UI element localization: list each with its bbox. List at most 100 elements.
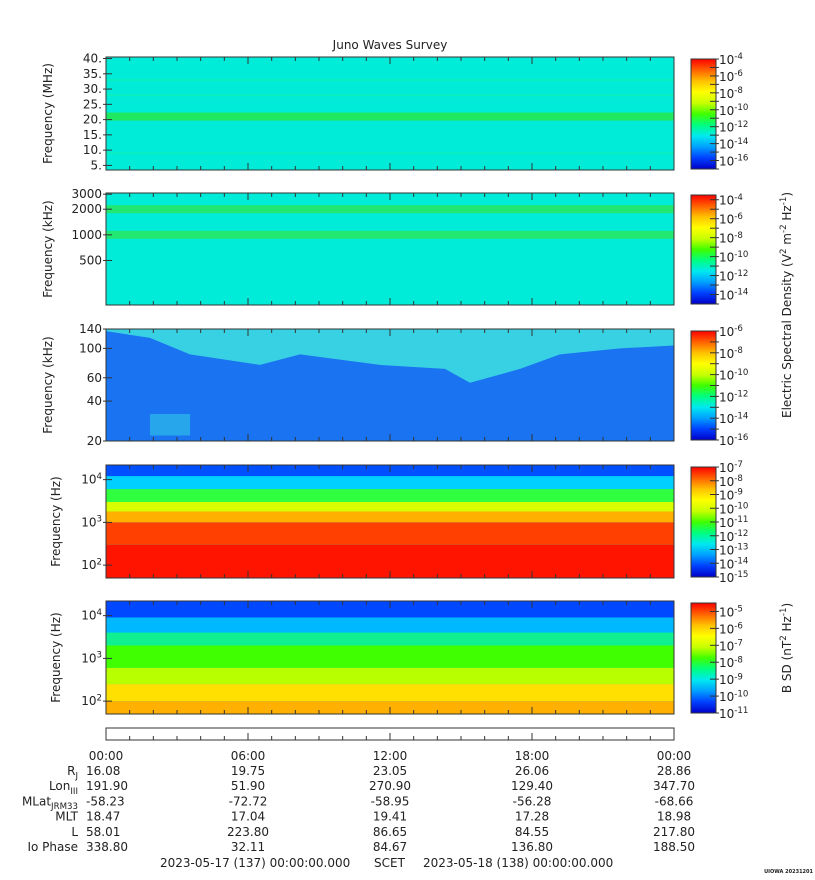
y-tick-label: 104 bbox=[81, 608, 102, 623]
time-tick-label: 00:00 bbox=[657, 749, 692, 763]
colorbar-tick-label: 10-13 bbox=[719, 543, 748, 558]
colorbar bbox=[690, 58, 717, 170]
credit: UIOWA 20231201 bbox=[764, 869, 813, 875]
y-tick-label: 103 bbox=[81, 515, 102, 530]
emission-line bbox=[106, 94, 674, 97]
y-tick-label: 40. bbox=[83, 52, 102, 66]
ephemeris-value: 17.04 bbox=[231, 810, 265, 824]
ephemeris-table: 00:00 06:00 12:00 18:00 00:00 RJ 16.08 19.75 23.… bbox=[22, 749, 695, 854]
y-tick-label: 3000 bbox=[71, 187, 102, 201]
time-tick-label: 00:00 bbox=[89, 749, 124, 763]
ephemeris-value: 19.75 bbox=[231, 764, 265, 778]
colorbars: 10-4 10-6 10-8 10-10 10-12 10-14 10-16 10-4 10-6… bbox=[690, 52, 748, 721]
colorbar-tick-label: 10-10 bbox=[719, 501, 748, 516]
y-tick-label: 20. bbox=[83, 113, 102, 127]
y-tick-label: 25. bbox=[83, 97, 102, 111]
ephemeris-value: 18.98 bbox=[657, 810, 691, 824]
ephemeris-value: -68.66 bbox=[655, 794, 694, 808]
ephemeris-value: 338.80 bbox=[86, 840, 128, 854]
colorbar-tick-label: 10-7 bbox=[719, 460, 743, 475]
colorbar-tick-label: 10-9 bbox=[719, 672, 743, 687]
y-tick-label: 140 bbox=[79, 322, 102, 336]
ephemeris-value: 23.05 bbox=[373, 764, 407, 778]
emission-region bbox=[106, 329, 674, 383]
spectral-band bbox=[106, 632, 674, 646]
emission-line bbox=[106, 78, 674, 81]
colorbar-tick-label: 10-11 bbox=[719, 515, 748, 530]
spectrogram-panels: 5.10.15.20. 25.30.35.40. Frequency (MHz) 30… bbox=[41, 52, 675, 715]
colorbar-tick-label: 10-10 bbox=[719, 103, 748, 118]
y-axis-label: Frequency (kHz) bbox=[41, 200, 55, 297]
ephemeris-value: -72.72 bbox=[229, 794, 268, 808]
colorbar-tick-label: 10-8 bbox=[719, 86, 743, 101]
ephemeris-row-label: MLatJRM33 bbox=[22, 794, 78, 812]
colorbar-tick-label: 10-12 bbox=[719, 529, 748, 544]
colorbar-tick-label: 10-8 bbox=[719, 231, 743, 246]
time-tick-label: 12:00 bbox=[373, 749, 408, 763]
colorbar-tick-label: 10-11 bbox=[719, 706, 748, 721]
chart-title: Juno Waves Survey bbox=[332, 38, 448, 52]
spectral-band bbox=[106, 501, 674, 512]
ephemeris-value: 270.90 bbox=[369, 779, 411, 793]
spectral-band bbox=[106, 476, 674, 490]
ephemeris-row-label: Io Phase bbox=[27, 840, 78, 854]
y-tick-label: 102 bbox=[81, 693, 102, 708]
y-tick-label: 20 bbox=[87, 434, 102, 448]
y-tick-label: 103 bbox=[81, 651, 102, 666]
ephemeris-value: 84.55 bbox=[515, 825, 549, 839]
colorbar bbox=[690, 194, 717, 305]
colorbar-tick-label: 10-12 bbox=[719, 269, 748, 284]
y-tick-label: 100 bbox=[79, 341, 102, 355]
ephemeris-value: 86.65 bbox=[373, 825, 407, 839]
colorbar-tick-label: 10-6 bbox=[719, 212, 743, 227]
ephemeris-value: 188.50 bbox=[653, 840, 695, 854]
time-axis bbox=[105, 727, 675, 741]
ephemeris-row-label: MLT bbox=[55, 810, 78, 824]
colorbar-tick-label: 10-10 bbox=[719, 368, 748, 383]
ephemeris-value: 136.80 bbox=[511, 840, 553, 854]
y-axis-label: Frequency (kHz) bbox=[41, 336, 55, 433]
colorbar-tick-label: 10-14 bbox=[719, 556, 748, 571]
ephemeris-value: -58.95 bbox=[371, 794, 410, 808]
colorbar-tick-label: 10-14 bbox=[719, 411, 748, 426]
electric-colorbar-label: Electric Spectral Density (V2 m-2 Hz-1) bbox=[779, 192, 794, 418]
ephemeris-value: 19.41 bbox=[373, 810, 407, 824]
y-tick-label: 40 bbox=[87, 394, 102, 408]
colorbar-tick-label: 10-14 bbox=[719, 288, 748, 303]
y-tick-label: 500 bbox=[79, 253, 102, 267]
y-tick-label: 60 bbox=[87, 371, 102, 385]
y-axis-label: Frequency (Hz) bbox=[49, 612, 63, 703]
ephemeris-value: 58.01 bbox=[86, 825, 120, 839]
y-axis-label: Frequency (MHz) bbox=[41, 63, 55, 164]
ephemeris-row-label: LonIII bbox=[49, 779, 78, 797]
colorbar-tick-label: 10-8 bbox=[719, 474, 743, 489]
ephemeris-row-label: RJ bbox=[67, 764, 78, 782]
colorbar-tick-label: 10-10 bbox=[719, 689, 748, 704]
ephemeris-value: 32.11 bbox=[231, 840, 265, 854]
time-tick-label: 06:00 bbox=[231, 749, 266, 763]
colorbar-tick-label: 10-5 bbox=[719, 605, 743, 620]
colorbar bbox=[690, 466, 717, 578]
colorbar-tick-label: 10-7 bbox=[719, 639, 743, 654]
spectral-band bbox=[106, 617, 674, 633]
ephemeris-value: 17.28 bbox=[515, 810, 549, 824]
time-tick-label: 18:00 bbox=[515, 749, 550, 763]
footer-start: 2023-05-17 (137) 00:00:00.000 bbox=[160, 856, 350, 870]
ephemeris-value: 223.80 bbox=[227, 825, 269, 839]
footer-scet: SCET bbox=[374, 856, 406, 870]
ephemeris-value: 18.47 bbox=[86, 810, 120, 824]
colorbar-tick-label: 10-6 bbox=[719, 324, 743, 339]
emission-line bbox=[106, 152, 674, 155]
ephemeris-value: -58.23 bbox=[86, 794, 125, 808]
ephemeris-value: 347.70 bbox=[653, 779, 695, 793]
colorbar-tick-label: 10-9 bbox=[719, 488, 743, 503]
colorbar-tick-label: 10-4 bbox=[719, 193, 743, 208]
y-tick-label: 104 bbox=[81, 472, 102, 487]
ephemeris-value: 217.80 bbox=[653, 825, 695, 839]
colorbar-tick-label: 10-15 bbox=[719, 570, 748, 585]
colorbar-tick-label: 10-12 bbox=[719, 390, 748, 405]
colorbar-tick-label: 10-6 bbox=[719, 69, 743, 84]
colorbar-tick-label: 10-16 bbox=[719, 154, 748, 169]
y-tick-label: 15. bbox=[83, 128, 102, 142]
